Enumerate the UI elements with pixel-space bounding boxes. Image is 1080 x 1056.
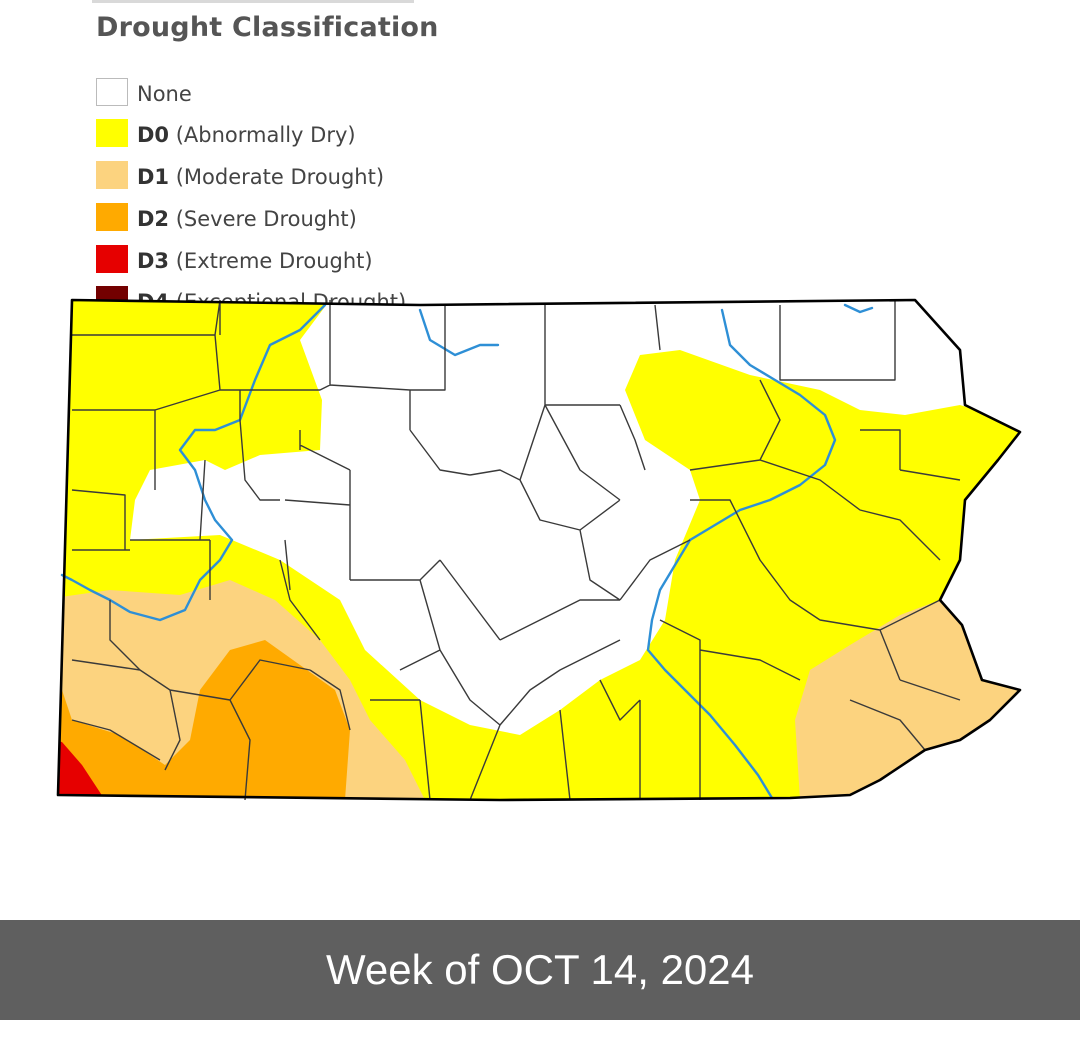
legend-swatch-d0 <box>96 119 128 147</box>
week-caption: Week of OCT 14, 2024 <box>325 946 755 993</box>
caption-bar: Week of OCT 14, 2024 <box>0 920 1080 1020</box>
legend-swatch-d3 <box>96 245 128 273</box>
legend-code-d1: D1 <box>137 165 170 189</box>
ohio-river <box>60 573 112 602</box>
legend-label-d2: (Severe Drought) <box>175 207 357 231</box>
delaware-river <box>418 308 500 357</box>
legend-swatch-d1 <box>96 161 128 189</box>
legend-label-none: None <box>137 82 192 106</box>
susquehanna-west-branch <box>646 538 774 800</box>
legend-swatch-d2 <box>96 203 128 231</box>
legend-code-d3: D3 <box>137 249 170 273</box>
allegheny-river <box>108 303 327 622</box>
legend-label-d1: (Moderate Drought) <box>175 165 385 189</box>
top-divider <box>92 0 414 3</box>
state-border <box>56 298 1022 802</box>
d3-region-corner <box>58 738 105 800</box>
susquehanna-north-branch <box>688 308 837 542</box>
d2-region-southwest <box>58 640 350 800</box>
legend-label-d0: (Abnormally Dry) <box>175 123 356 147</box>
northeast-creek <box>843 303 874 314</box>
legend-code-d0: D0 <box>137 123 170 147</box>
county-lines <box>71 299 961 801</box>
legend-label-d3: (Extreme Drought) <box>175 249 373 273</box>
legend-swatch-none <box>96 78 128 106</box>
pennsylvania-drought-map <box>56 298 1022 802</box>
legend-code-d2: D2 <box>137 207 170 231</box>
legend-title: Drought Classification <box>96 12 439 43</box>
